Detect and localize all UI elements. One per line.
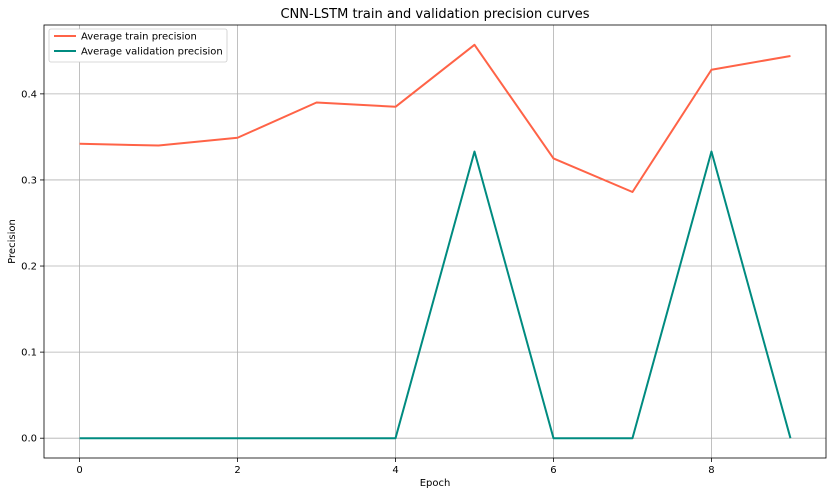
x-tick-label: 0 xyxy=(76,465,82,476)
data-series xyxy=(79,43,792,440)
legend-label-validation: Average validation precision xyxy=(81,47,223,58)
series-line-validation xyxy=(79,150,792,440)
legend-box xyxy=(48,28,228,63)
chart-title: CNN-LSTM train and validation precision … xyxy=(280,7,589,22)
x-tick-label: 2 xyxy=(234,465,240,476)
grid-lines xyxy=(44,25,826,458)
series-line-train xyxy=(79,43,791,193)
y-tick-label: 0.1 xyxy=(21,348,37,359)
axis-ticks: 0 2 4 6 8 0.0 0.1 0.2 0.3 0.4 xyxy=(21,89,715,476)
y-tick-label: 0.3 xyxy=(21,175,37,186)
x-axis-label: Epoch xyxy=(420,478,451,489)
y-tick-label: 0.4 xyxy=(21,89,37,100)
plot-area-frame xyxy=(43,24,827,459)
y-tick-label: 0.2 xyxy=(21,262,37,273)
y-tick-label: 0.0 xyxy=(21,434,37,445)
legend: Average train precision Average validati… xyxy=(48,28,228,63)
x-tick-label: 8 xyxy=(708,465,714,476)
x-tick-label: 6 xyxy=(550,465,556,476)
y-axis-label: Precision xyxy=(7,219,18,264)
x-tick-label: 4 xyxy=(392,465,398,476)
legend-label-train: Average train precision xyxy=(81,32,197,43)
